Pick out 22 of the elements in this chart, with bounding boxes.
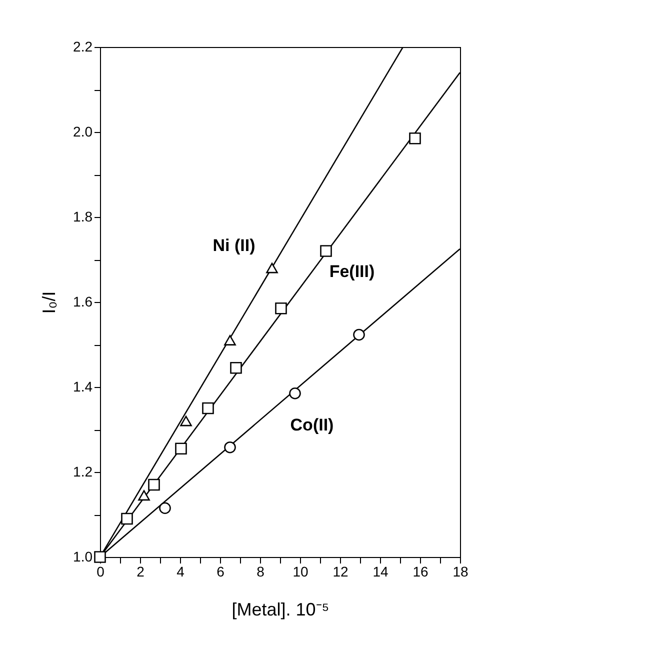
- y-axis-title: I₀/I: [39, 291, 60, 314]
- y-tick-label: 1.4: [73, 378, 93, 394]
- x-tick-label: 16: [412, 564, 428, 580]
- x-tick-label: 4: [176, 564, 185, 580]
- y-tick-label: 1.0: [73, 548, 93, 564]
- x-tick-label: 2: [136, 564, 145, 580]
- x-tick-label: 8: [256, 564, 265, 580]
- y-tick-label: 2.2: [73, 38, 93, 54]
- x-tick-label: 0: [96, 564, 105, 580]
- series-label: Ni (II): [212, 236, 256, 255]
- x-tick-label: 10: [292, 564, 308, 580]
- y-tick-label: 1.8: [73, 208, 93, 224]
- x-tick-label: 18: [452, 564, 468, 580]
- x-tick-label: 14: [372, 564, 388, 580]
- x-tick-label: 12: [332, 564, 348, 580]
- x-tick-label: 6: [216, 564, 225, 580]
- y-tick-label: 1.6: [73, 294, 93, 310]
- x-axis-title: [Metal]. 10⁻⁵: [232, 600, 330, 620]
- series-label: Co(II): [290, 415, 334, 434]
- y-tick-label: 2.0: [73, 124, 93, 140]
- series-label: Fe(III): [329, 262, 375, 281]
- y-tick-label: 1.2: [73, 464, 93, 480]
